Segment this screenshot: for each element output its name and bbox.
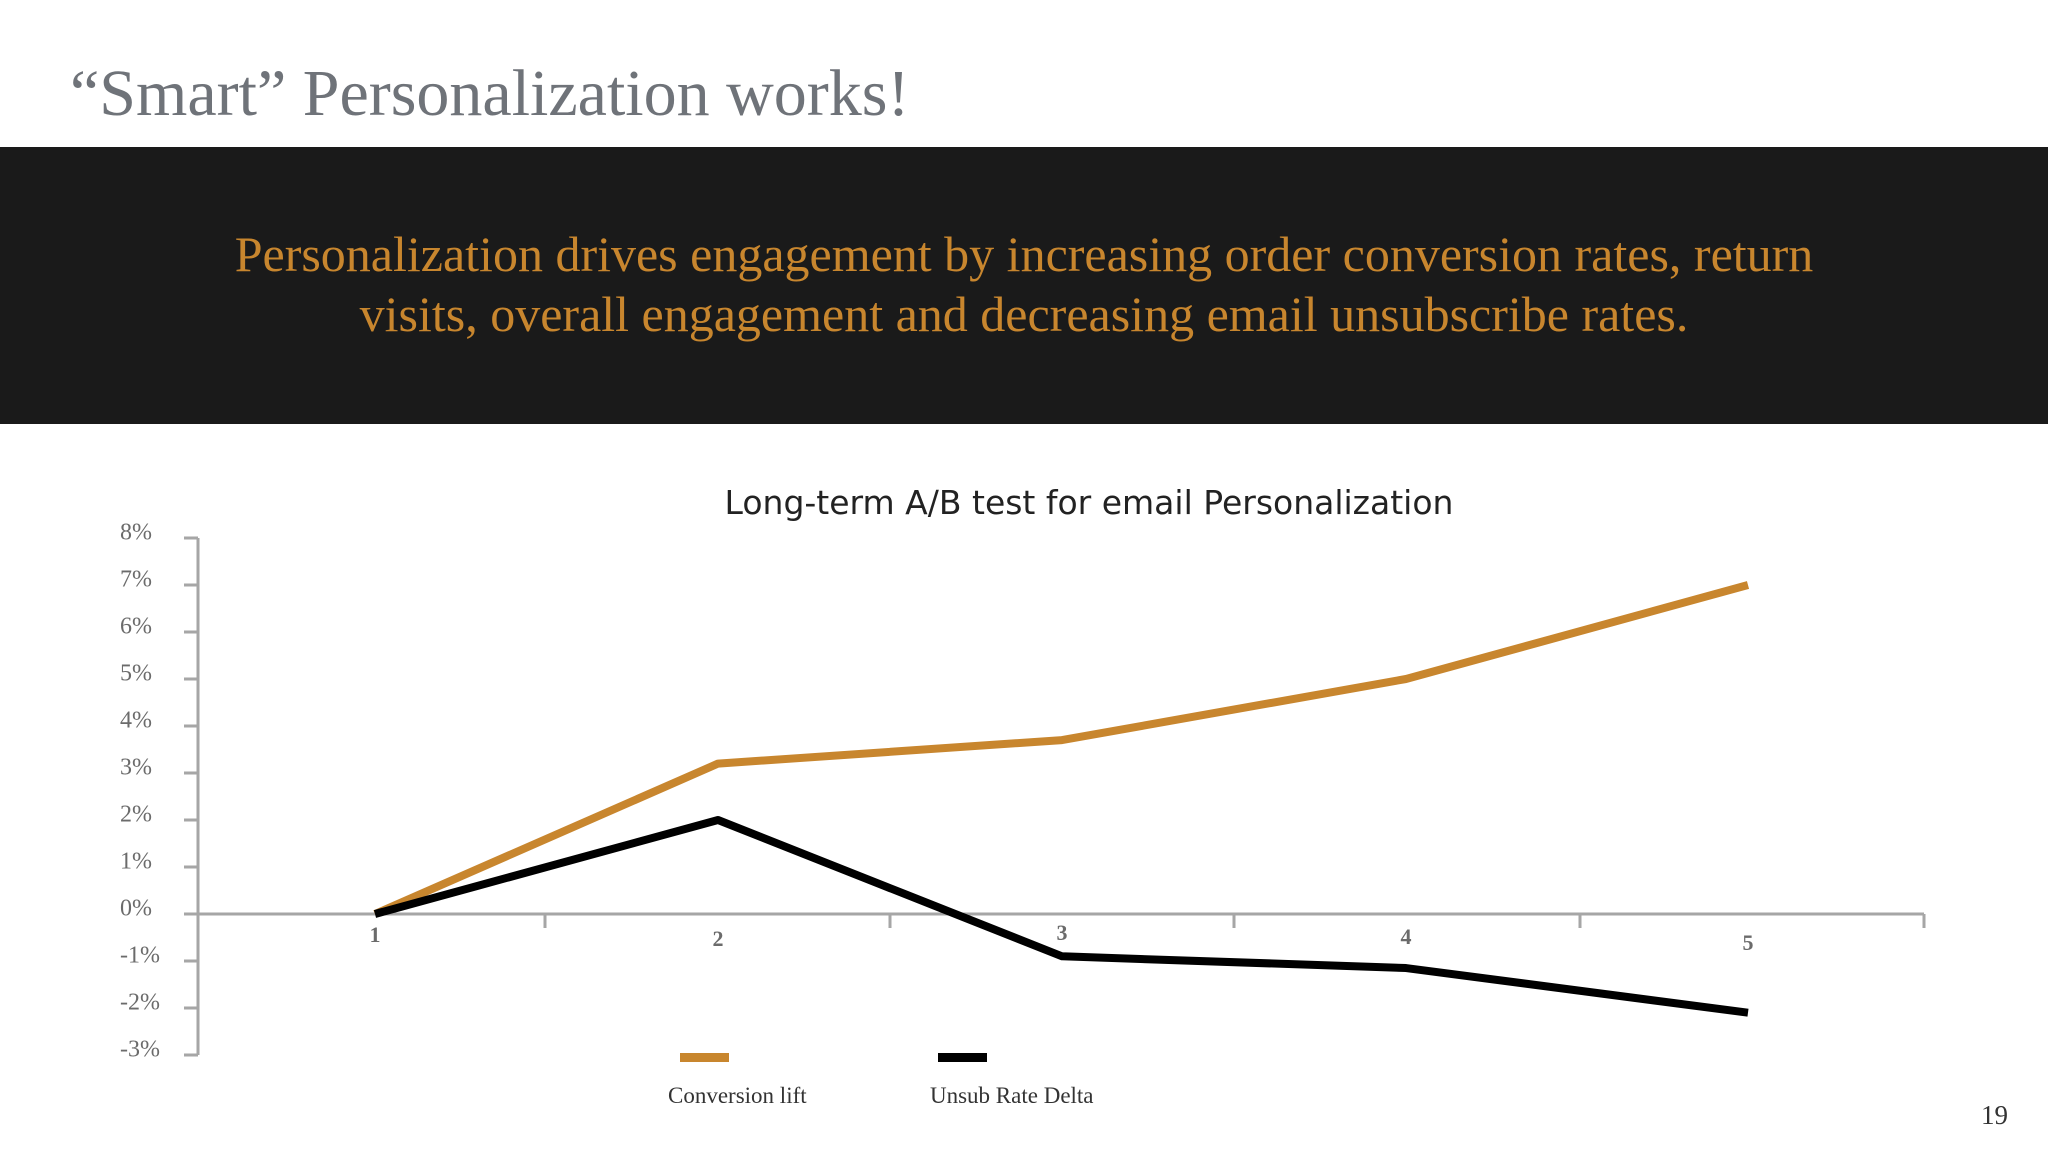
y-axis: 8% 7% 6% 5% 4% 3% 2% 1% 0% -1% -2% -3%	[120, 520, 200, 1063]
series-lines	[373, 581, 1750, 1017]
legend-swatch	[938, 1053, 987, 1062]
x-category-label: 2	[713, 926, 724, 951]
x-category-label: 3	[1057, 920, 1068, 945]
x-axis: 1 2 3 4 5	[198, 912, 1926, 955]
legend-label-unsub-rate-delta: Unsub Rate Delta	[930, 1083, 1094, 1108]
page-number: 19	[1981, 1100, 2008, 1130]
x-category-label: 5	[1743, 930, 1754, 955]
y-tick-label: 4%	[120, 708, 152, 734]
y-tick-label: 2%	[120, 802, 152, 828]
highlight-banner	[0, 147, 2048, 424]
banner-line-2: visits, overall engagement and decreasin…	[359, 286, 1689, 342]
chart-title: Long-term A/B test for email Personaliza…	[724, 483, 1454, 522]
y-tick-label: 5%	[120, 661, 152, 687]
y-tick-label: 0%	[120, 896, 152, 922]
x-category-label: 1	[370, 922, 381, 947]
slide-title: “Smart” Personalization works!	[70, 57, 910, 130]
series-line-unsub-rate-delta	[373, 816, 1749, 1017]
legend	[680, 1053, 987, 1062]
y-tick-label: 8%	[120, 520, 152, 546]
y-tick-label: 3%	[120, 755, 152, 781]
y-tick-label: 6%	[120, 614, 152, 640]
y-tick-label: 7%	[120, 567, 152, 593]
y-tick-label: -2%	[120, 990, 160, 1016]
y-tick-label: 1%	[120, 849, 152, 875]
legend-swatch	[680, 1053, 729, 1062]
y-tick-label: -3%	[120, 1037, 160, 1063]
legend-label-conversion-lift: Conversion lift	[668, 1083, 807, 1108]
banner-text: Personalization drives engagement by inc…	[0, 224, 2048, 344]
series-line-conversion-lift	[373, 581, 1750, 918]
y-tick-label: -1%	[120, 943, 160, 969]
x-category-label: 4	[1401, 924, 1412, 949]
banner-line-1: Personalization drives engagement by inc…	[234, 226, 1814, 282]
